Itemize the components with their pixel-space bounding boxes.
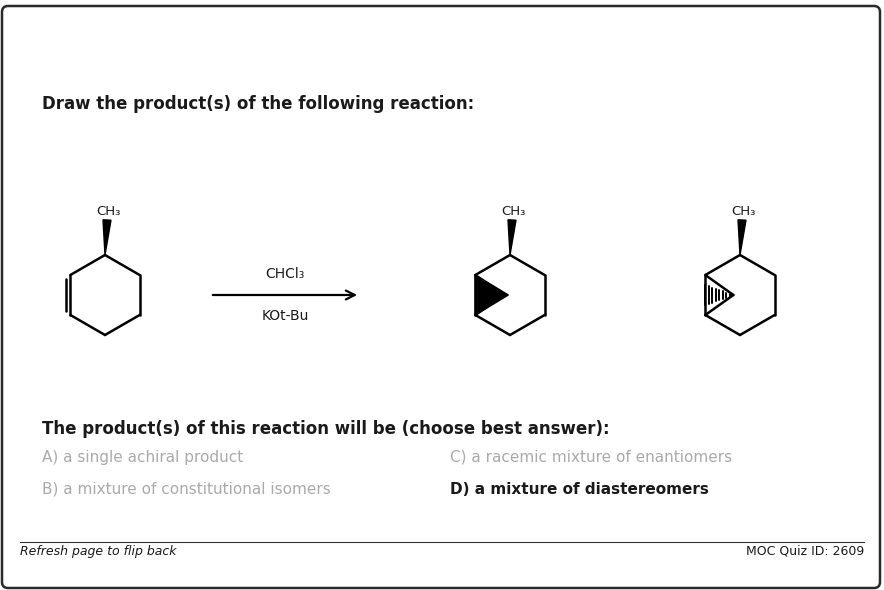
Text: D) a mixture of diastereomers: D) a mixture of diastereomers xyxy=(450,482,709,497)
Text: A) a single achiral product: A) a single achiral product xyxy=(42,450,243,465)
Text: CHCl₃: CHCl₃ xyxy=(265,267,305,281)
Text: KOt-Bu: KOt-Bu xyxy=(262,309,309,323)
Text: B) a mixture of constitutional isomers: B) a mixture of constitutional isomers xyxy=(42,482,331,497)
Polygon shape xyxy=(476,275,508,315)
Text: CH₃: CH₃ xyxy=(501,205,525,218)
FancyBboxPatch shape xyxy=(2,6,880,588)
Text: Refresh page to flip back: Refresh page to flip back xyxy=(20,545,177,558)
Polygon shape xyxy=(738,219,746,255)
Text: CH₃: CH₃ xyxy=(731,205,755,218)
Polygon shape xyxy=(508,219,516,255)
Polygon shape xyxy=(103,219,111,255)
Text: The product(s) of this reaction will be (choose best answer):: The product(s) of this reaction will be … xyxy=(42,420,610,438)
Text: Draw the product(s) of the following reaction:: Draw the product(s) of the following rea… xyxy=(42,95,474,113)
Text: CH₃: CH₃ xyxy=(95,205,120,218)
Text: MOC Quiz ID: 2609: MOC Quiz ID: 2609 xyxy=(746,545,864,558)
Text: C) a racemic mixture of enantiomers: C) a racemic mixture of enantiomers xyxy=(450,450,732,465)
